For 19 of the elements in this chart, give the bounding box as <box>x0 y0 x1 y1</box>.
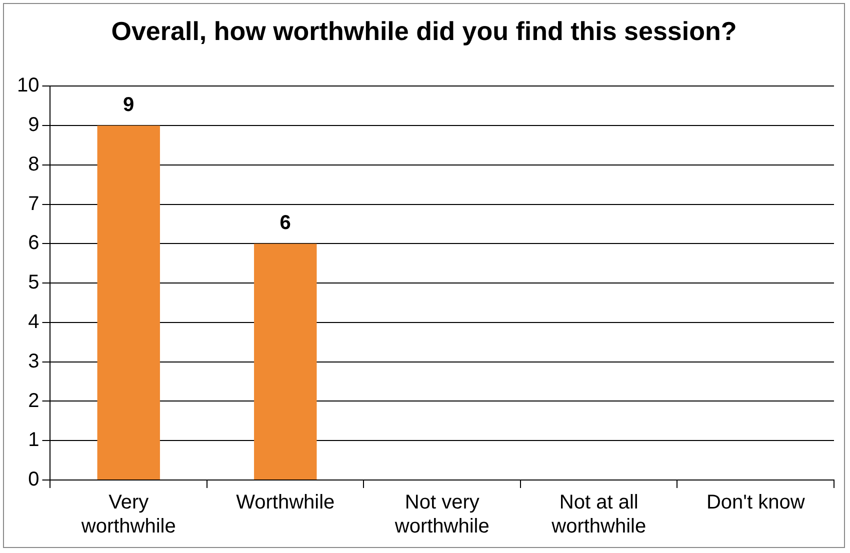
x-tick-label: Don't know <box>706 492 806 514</box>
y-tick-label: 3 <box>28 350 40 372</box>
data-label: 9 <box>123 94 134 116</box>
y-tick-label: 1 <box>28 429 40 452</box>
x-tick-label: Very worthwhile <box>80 492 176 538</box>
x-tick-label: Worthwhile <box>236 492 335 514</box>
chart-title: Overall, how worthwhile did you find this session? <box>111 16 737 46</box>
x-tick-label: Not very worthwhile <box>394 492 490 538</box>
y-tick-label: 0 <box>28 468 40 491</box>
y-tick-label: 4 <box>28 310 40 333</box>
y-tick-label: 9 <box>28 114 40 136</box>
y-tick-label: 2 <box>28 390 40 412</box>
x-tick-label: Not at all worthwhile <box>550 492 646 538</box>
y-tick-label: 10 <box>16 74 40 97</box>
y-tick-label: 5 <box>28 272 40 294</box>
y-tick-label: 7 <box>28 192 40 215</box>
y-tick-label: 8 <box>28 153 40 176</box>
y-tick-label: 6 <box>28 232 40 254</box>
data-label: 6 <box>280 212 291 234</box>
